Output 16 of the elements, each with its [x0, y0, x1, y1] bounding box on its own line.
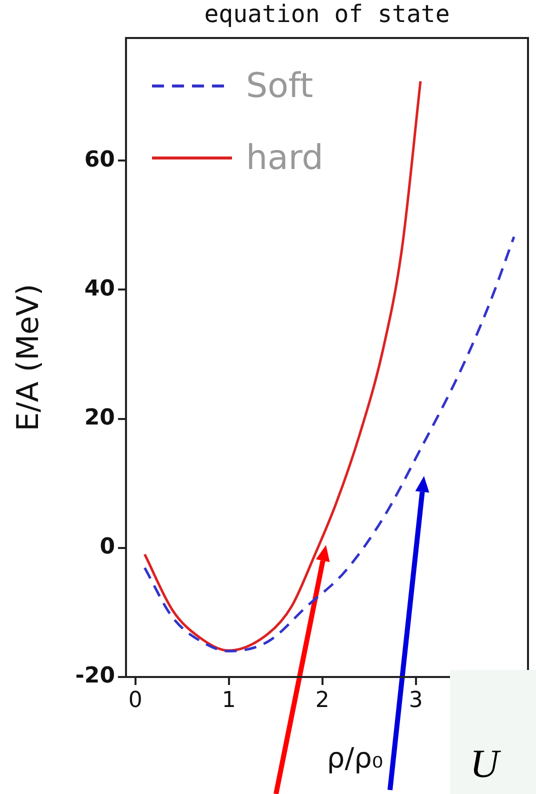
x-tick-label: 0	[128, 688, 142, 713]
legend-label: Soft	[246, 66, 314, 106]
x-tick-label: 1	[222, 688, 236, 713]
x-axis-title: ρ/ρ₀	[326, 741, 384, 774]
x-tick-label: 3	[408, 688, 423, 713]
text: U	[470, 740, 499, 787]
x-tick-label: 2	[315, 688, 330, 713]
y-tick-label: 60	[84, 147, 115, 172]
y-tick-label: 20	[84, 406, 115, 431]
y-tick-label: 40	[84, 276, 115, 302]
y-tick-label: -20	[75, 664, 115, 689]
y-axis-title: E/A (MeV)	[10, 284, 46, 432]
y-tick-label: 0	[100, 534, 115, 560]
line-series	[143, 236, 516, 652]
legend-label: hard	[246, 138, 324, 178]
chart-title: equation of state	[204, 0, 450, 28]
